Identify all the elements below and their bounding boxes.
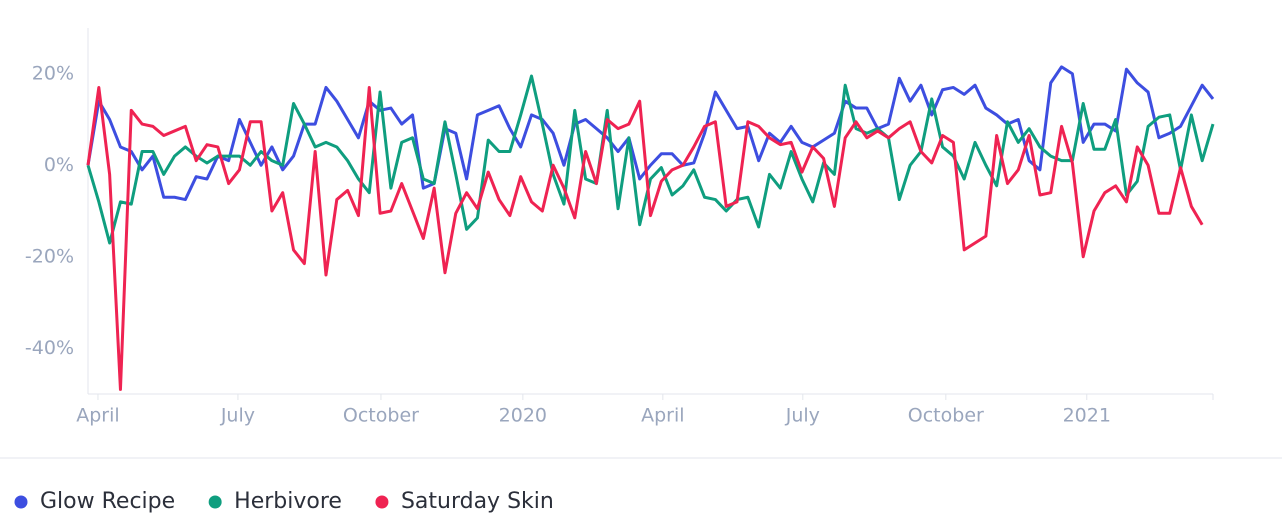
legend-label: Glow Recipe [40,489,175,514]
x-tick-label: April [641,405,684,427]
y-tick-label: 0% [44,154,74,176]
series-line [86,74,1215,245]
series-line [86,85,1204,391]
x-tick-label: October [908,405,984,427]
y-tick-label: 20% [32,62,74,84]
x-tick-label: October [343,405,419,427]
x-tick-label: July [220,405,255,427]
y-tick-label: -20% [25,245,74,267]
x-tick-label: 2020 [499,405,547,427]
y-tick-label: -40% [25,337,74,359]
legend-marker [14,495,28,509]
x-tick-label: April [76,405,119,427]
x-tick-label: 2021 [1063,405,1111,427]
legend-label: Saturday Skin [401,489,554,514]
x-tick-label: July [785,405,820,427]
legend-marker [375,495,389,509]
legend-marker [208,495,222,509]
legend-label: Herbivore [234,489,342,514]
